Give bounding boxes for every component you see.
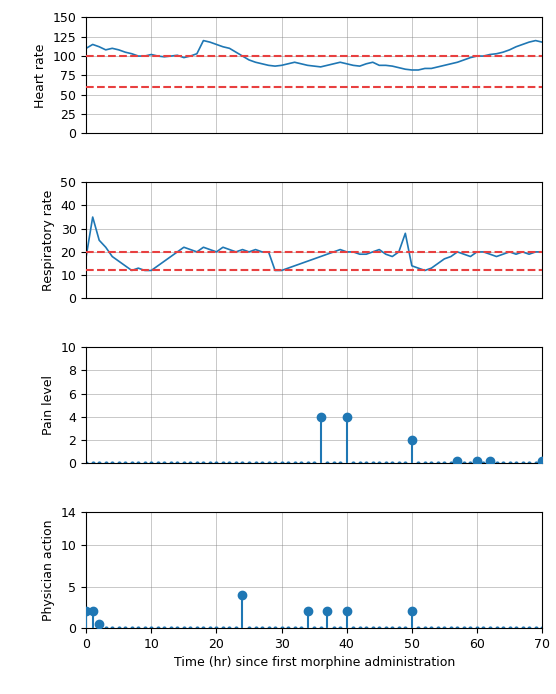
Y-axis label: Physician action: Physician action: [42, 519, 55, 620]
X-axis label: Time (hr) since first morphine administration: Time (hr) since first morphine administr…: [173, 657, 455, 669]
Y-axis label: Pain level: Pain level: [42, 375, 55, 435]
Y-axis label: Heart rate: Heart rate: [34, 43, 47, 108]
Y-axis label: Respiratory rate: Respiratory rate: [42, 189, 55, 291]
